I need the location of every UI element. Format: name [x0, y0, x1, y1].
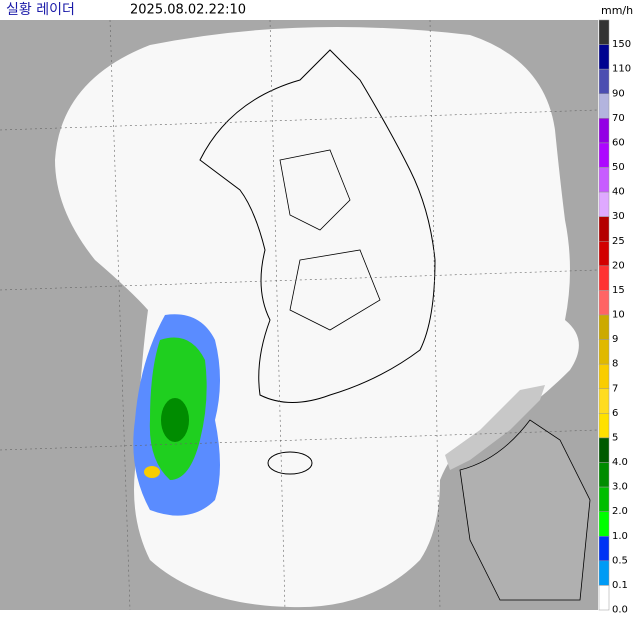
legend-swatch — [598, 290, 610, 316]
legend-label: 2.0 — [612, 506, 628, 517]
legend-swatch — [598, 118, 610, 144]
legend-label: 0.5 — [612, 555, 628, 566]
legend-label: 90 — [612, 88, 625, 99]
timestamp: 2025.08.02.22:10 — [130, 3, 246, 18]
province-borders — [279, 149, 381, 331]
rain-cell — [144, 466, 160, 478]
legend-label: 50 — [612, 162, 625, 173]
legend-swatch — [598, 68, 610, 94]
legend-label: 60 — [612, 137, 625, 148]
legend-swatch — [598, 585, 610, 611]
legend-label: 25 — [612, 236, 625, 247]
legend-label: 6 — [612, 408, 618, 419]
graticule — [0, 19, 599, 611]
legend-label: 40 — [612, 187, 625, 198]
legend-label: 5 — [612, 432, 618, 443]
legend-label: 110 — [612, 64, 631, 75]
legend-swatch — [598, 142, 610, 168]
legend-label: 15 — [612, 285, 625, 296]
legend-swatch — [598, 462, 610, 488]
legend-swatch — [598, 19, 610, 45]
title: 실황 레이더 — [6, 2, 75, 18]
legend-label: 0.1 — [612, 580, 628, 591]
legend-swatch — [598, 486, 610, 512]
legend-label: 4.0 — [612, 457, 628, 468]
japan-outline — [459, 419, 591, 601]
legend-label: 3.0 — [612, 482, 628, 493]
legend-swatch — [598, 363, 610, 389]
map — [0, 19, 599, 611]
legend-swatch — [598, 437, 610, 463]
legend-swatch — [598, 413, 610, 439]
legend-label: 7 — [612, 383, 618, 394]
legend: 150 110 90 70 60 50 40 30 25 20 15 10 9 8 7 6 5 4.0 3.0 2.0… — [598, 19, 631, 616]
legend-label: 0.0 — [612, 605, 628, 616]
legend-label: 150 — [612, 39, 631, 50]
legend-label: 10 — [612, 310, 625, 321]
legend-label: 20 — [612, 260, 625, 271]
clutter — [445, 385, 545, 470]
legend-swatch — [598, 44, 610, 70]
legend-swatch — [598, 314, 610, 340]
rain-heavy — [161, 398, 189, 442]
legend-label: 30 — [612, 211, 625, 222]
legend-swatch — [598, 93, 610, 119]
legend-swatch — [598, 511, 610, 537]
legend-swatch — [598, 339, 610, 365]
legend-swatch — [598, 167, 610, 193]
legend-swatch — [598, 265, 610, 291]
legend-swatch — [598, 388, 610, 414]
legend-swatch — [598, 216, 610, 242]
legend-swatch — [598, 536, 610, 562]
jeju-outline — [267, 451, 313, 475]
legend-label: 9 — [612, 334, 618, 345]
legend-swatch — [598, 191, 610, 217]
peninsula-outline — [199, 49, 436, 403]
legend-label: 1.0 — [612, 531, 628, 542]
legend-label: 8 — [612, 359, 618, 370]
unit: mm/h — [601, 4, 633, 17]
legend-label: 70 — [612, 113, 625, 124]
legend-swatch — [598, 560, 610, 586]
legend-swatch — [598, 241, 610, 267]
